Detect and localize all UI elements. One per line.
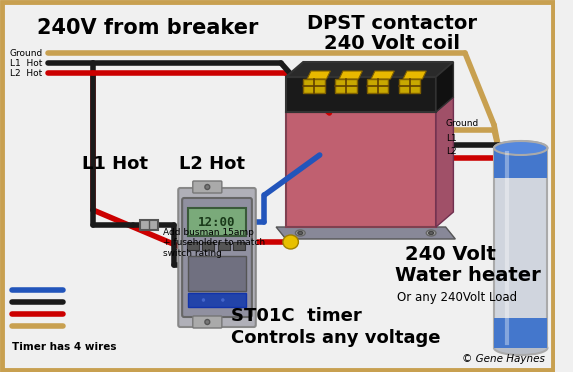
Ellipse shape — [429, 231, 434, 234]
Polygon shape — [307, 71, 331, 79]
Text: L2  Hot: L2 Hot — [10, 68, 42, 77]
Text: © Gene Haynes: © Gene Haynes — [462, 354, 544, 364]
Bar — [188, 256, 246, 291]
Text: 240 Volt: 240 Volt — [405, 245, 496, 264]
Polygon shape — [286, 97, 453, 112]
Ellipse shape — [298, 231, 303, 234]
Bar — [494, 148, 547, 348]
Ellipse shape — [205, 185, 210, 189]
Polygon shape — [339, 71, 362, 79]
Polygon shape — [276, 227, 456, 239]
Ellipse shape — [494, 141, 547, 155]
FancyBboxPatch shape — [182, 198, 252, 317]
Ellipse shape — [426, 230, 436, 236]
Text: Ground: Ground — [10, 48, 43, 58]
Text: L2 Hot: L2 Hot — [179, 155, 245, 173]
Text: 12:00: 12:00 — [198, 215, 236, 228]
Polygon shape — [436, 97, 453, 227]
Ellipse shape — [205, 320, 210, 324]
Text: DPST contactor: DPST contactor — [307, 14, 477, 33]
Bar — [303, 79, 324, 93]
Text: ST01C  timer
Controls any voltage: ST01C timer Controls any voltage — [230, 307, 440, 347]
FancyBboxPatch shape — [178, 188, 256, 327]
Bar — [218, 242, 230, 250]
Polygon shape — [403, 71, 426, 79]
Text: Water heater: Water heater — [395, 266, 541, 285]
Text: Add busman 15amp
+ fuseholder to match
switch rating: Add busman 15amp + fuseholder to match s… — [163, 228, 265, 258]
Text: L1: L1 — [446, 134, 457, 143]
Text: 240V from breaker: 240V from breaker — [37, 18, 258, 38]
Ellipse shape — [494, 341, 547, 355]
Ellipse shape — [296, 230, 305, 236]
Text: L2: L2 — [446, 147, 456, 156]
Text: Timer has 4 wires: Timer has 4 wires — [11, 342, 116, 352]
Text: 240 Volt coil: 240 Volt coil — [324, 34, 460, 53]
Bar — [494, 318, 547, 348]
Bar — [202, 242, 214, 250]
Text: L1  Hot: L1 Hot — [10, 58, 42, 67]
Bar — [494, 150, 547, 178]
Bar — [399, 79, 421, 93]
Text: L1 Hot: L1 Hot — [83, 155, 148, 173]
Bar — [367, 79, 388, 93]
Polygon shape — [286, 77, 436, 112]
Bar — [233, 242, 245, 250]
Bar — [188, 208, 246, 236]
Bar — [188, 293, 246, 307]
Ellipse shape — [221, 298, 225, 302]
Bar — [187, 242, 199, 250]
Ellipse shape — [283, 235, 299, 249]
FancyBboxPatch shape — [193, 181, 222, 193]
Polygon shape — [286, 62, 453, 77]
Text: Or any 240Volt Load: Or any 240Volt Load — [397, 291, 517, 304]
Polygon shape — [371, 71, 394, 79]
Polygon shape — [436, 62, 453, 112]
Bar — [335, 79, 356, 93]
Ellipse shape — [201, 298, 206, 302]
Polygon shape — [286, 112, 436, 227]
FancyBboxPatch shape — [193, 316, 222, 328]
Ellipse shape — [494, 141, 547, 155]
Text: Ground: Ground — [446, 119, 479, 128]
Bar — [140, 220, 158, 230]
